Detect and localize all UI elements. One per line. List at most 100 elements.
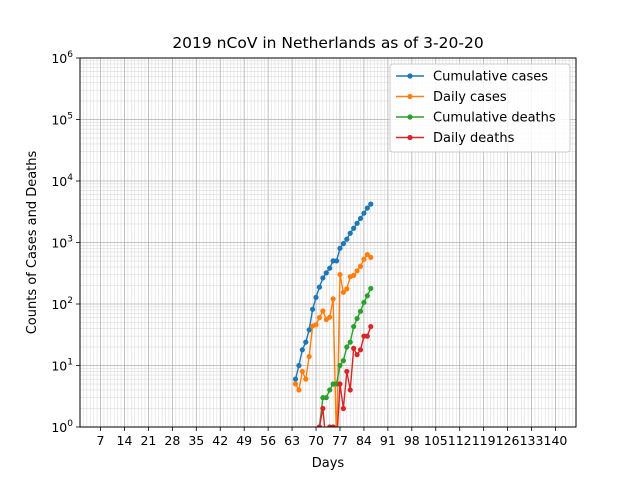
data-point xyxy=(310,306,316,312)
data-point xyxy=(364,251,370,258)
data-point xyxy=(354,220,360,226)
legend-entry-label: Cumulative cases xyxy=(433,70,548,85)
legend-swatch-marker xyxy=(407,73,413,79)
y-tick-label: 103 xyxy=(51,235,73,251)
x-tick-label: 14 xyxy=(117,433,133,448)
y-tick-label: 104 xyxy=(51,173,73,189)
data-point xyxy=(354,268,360,274)
series-2 xyxy=(316,285,374,427)
legend-swatch-marker xyxy=(407,134,413,141)
data-point xyxy=(347,230,353,236)
series-3 xyxy=(316,323,374,427)
data-point xyxy=(296,387,302,393)
y-tick-label: 101 xyxy=(51,358,73,374)
data-point xyxy=(316,284,323,290)
x-tick-label: 28 xyxy=(164,433,180,448)
data-point xyxy=(327,265,333,271)
data-point xyxy=(364,293,370,299)
data-point xyxy=(354,315,360,322)
x-tick-label: 49 xyxy=(236,433,252,448)
data-point xyxy=(333,258,340,264)
data-point xyxy=(337,245,343,251)
data-point xyxy=(313,322,319,328)
data-point xyxy=(347,387,353,393)
data-point xyxy=(368,254,374,260)
x-tick-label: 21 xyxy=(140,433,156,448)
y-tick-label: 106 xyxy=(51,50,73,66)
series-1 xyxy=(292,251,374,427)
data-point xyxy=(296,362,302,369)
x-tick-label: 133 xyxy=(520,433,544,448)
data-point xyxy=(330,424,336,427)
data-point xyxy=(303,339,309,345)
data-point xyxy=(306,327,312,333)
series-0 xyxy=(292,201,374,382)
data-point xyxy=(323,270,329,276)
data-point xyxy=(306,353,312,360)
y-axis: 100 101 102 103 104 105 106 xyxy=(51,50,80,435)
data-point xyxy=(357,263,364,269)
data-point xyxy=(327,387,333,393)
y-tick-label: 100 xyxy=(51,419,73,435)
data-point xyxy=(344,286,350,292)
data-point xyxy=(364,333,370,339)
x-tick-label: 35 xyxy=(188,433,204,448)
data-point xyxy=(292,376,299,382)
x-tick-label: 7 xyxy=(97,433,105,448)
data-point xyxy=(354,352,360,358)
data-point xyxy=(340,405,346,412)
legend-entry-label: Daily deaths xyxy=(433,131,515,146)
data-point xyxy=(351,272,357,278)
data-point xyxy=(340,358,346,364)
x-tick-label: 112 xyxy=(448,433,472,448)
data-point xyxy=(337,362,343,369)
x-tick-label: 126 xyxy=(496,433,520,448)
y-tick-label: 102 xyxy=(51,296,73,312)
legend-swatch-marker xyxy=(407,93,413,100)
data-point xyxy=(357,215,364,222)
series-layer xyxy=(292,201,374,427)
x-tick-label: 56 xyxy=(260,433,276,448)
data-point xyxy=(316,315,323,321)
x-tick-label: 63 xyxy=(284,433,300,448)
data-point xyxy=(361,210,367,216)
x-tick-label: 98 xyxy=(404,433,420,448)
data-point xyxy=(316,424,323,427)
data-point xyxy=(292,381,299,387)
x-tick-label: 140 xyxy=(544,433,568,448)
y-tick-label: 105 xyxy=(51,112,73,128)
x-tick-label: 77 xyxy=(332,433,348,448)
data-point xyxy=(351,225,357,231)
data-point xyxy=(357,347,364,353)
data-point xyxy=(320,275,326,281)
data-point xyxy=(344,344,350,350)
data-point xyxy=(299,368,305,375)
data-point xyxy=(340,289,346,295)
data-point xyxy=(323,395,329,401)
data-point xyxy=(361,256,367,262)
data-point xyxy=(357,308,364,314)
chart-title: 2019 nCoV in Netherlands as of 3-20-20 xyxy=(172,34,483,52)
data-point xyxy=(340,241,346,247)
data-point xyxy=(320,308,326,314)
x-tick-label: 42 xyxy=(212,433,228,448)
data-point xyxy=(303,376,309,382)
x-axis: 7 14 21 28 35 42 49 56 63 70 77 84 91 98 105 112 119 126 1… xyxy=(97,427,568,448)
data-point xyxy=(351,323,357,330)
legend-entry-label: Cumulative deaths xyxy=(433,111,556,126)
data-point xyxy=(320,405,326,412)
data-point xyxy=(344,368,350,375)
legend: Cumulative cases Daily cases Cumulative de… xyxy=(389,63,571,153)
x-tick-label: 70 xyxy=(308,433,324,448)
data-point xyxy=(347,339,353,345)
x-tick-label: 105 xyxy=(424,433,448,448)
data-point xyxy=(344,236,350,242)
legend-swatch-marker xyxy=(407,114,413,120)
legend-box xyxy=(389,63,571,153)
data-point xyxy=(368,323,374,330)
data-point xyxy=(368,285,374,292)
x-tick-label: 84 xyxy=(356,433,372,448)
data-point xyxy=(327,314,333,320)
data-point xyxy=(337,381,343,387)
